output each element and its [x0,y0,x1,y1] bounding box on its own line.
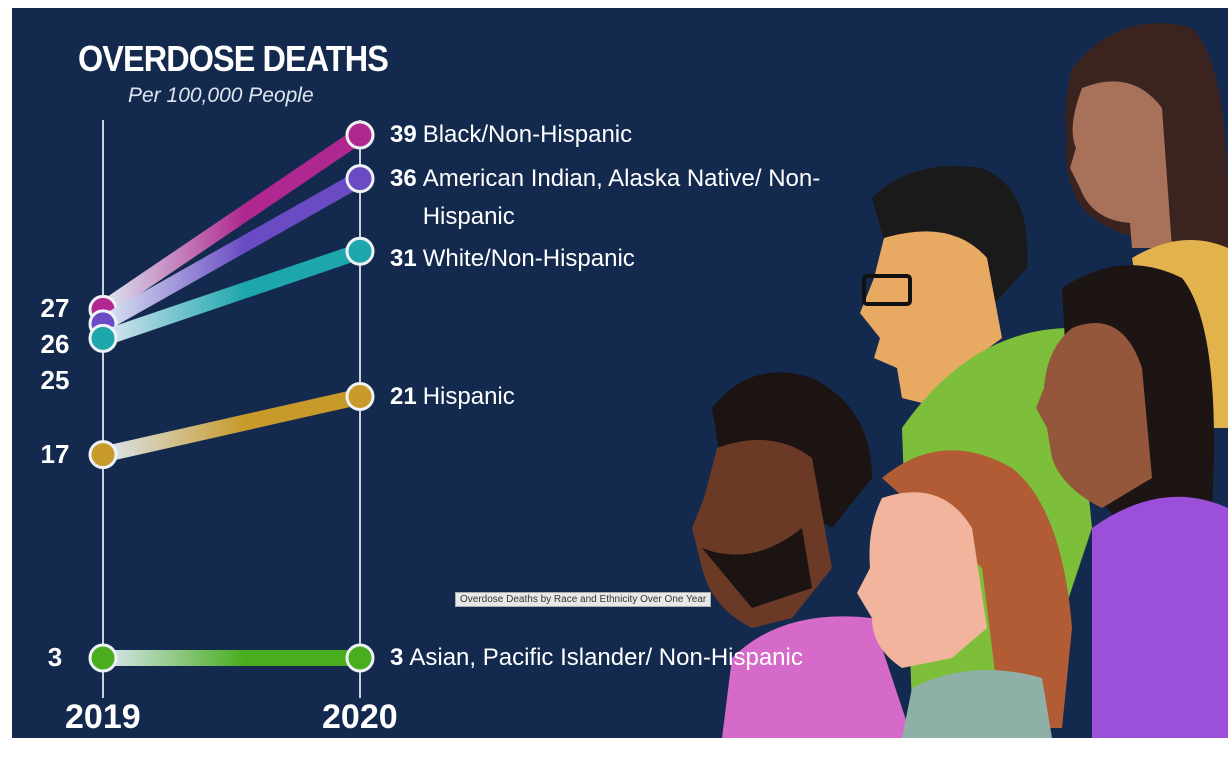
x-tick-label: 2020 [322,698,398,736]
series-label: 21 Hispanic [390,378,515,416]
value-label: 3 [390,644,404,671]
value-label: 26 [40,329,70,360]
value-label: 25 [40,365,70,396]
face [857,492,987,668]
value-label: 3 [47,642,63,672]
value-label: 36 [390,164,417,192]
value-label: 17 [40,438,70,469]
plot [88,120,375,698]
series-line [95,170,368,332]
data-point [345,164,375,194]
legend-label: Black/Non-Hispanic [422,121,633,148]
data-point [88,323,118,353]
legend-label: White/Non-Hispanic [422,244,635,272]
chart-subtitle: Per 100,000 People [128,84,314,107]
data-point [88,643,118,673]
series-label: 39 Black/Non-Hispanic [390,116,632,154]
value-label: 31 [390,244,417,272]
data-point [345,643,375,673]
shirt [902,670,1052,738]
beard [702,528,812,608]
data-point [88,440,118,470]
shirt [722,616,912,738]
chart: OVERDOSE DEATHS Per 100,000 People Overd… [12,8,1228,738]
series-label: 3 Asian, Pacific Islander/ Non-Hispanic [390,639,803,677]
glasses [862,274,912,306]
value-label: 21 [390,382,417,410]
data-point [345,236,375,266]
series-line [95,388,368,463]
data-point [345,120,375,150]
illustration [692,23,1228,738]
caption: Overdose Deaths by Race and Ethnicity Ov… [455,592,712,607]
shirt [1092,496,1228,738]
face [1036,323,1152,508]
x-tick-label: 2019 [65,698,141,736]
face [1070,81,1172,248]
series-line [95,243,368,347]
legend-label: Hispanic [422,382,515,410]
data-point [345,382,375,411]
series-line [95,127,368,318]
series-label: 31 White/Non-Hispanic [390,240,635,278]
series-label: 36 American Indian, Alaska Native/ Non-Hi… [390,160,823,236]
legend-label: American Indian, Alaska Native/ Non-Hisp… [422,164,821,230]
value-label: 39 [390,121,417,148]
chart-title: OVERDOSE DEATHS [78,38,389,79]
value-label: 27 [40,293,70,324]
legend-label: Asian, Pacific Islander/ Non-Hispanic [409,644,803,671]
